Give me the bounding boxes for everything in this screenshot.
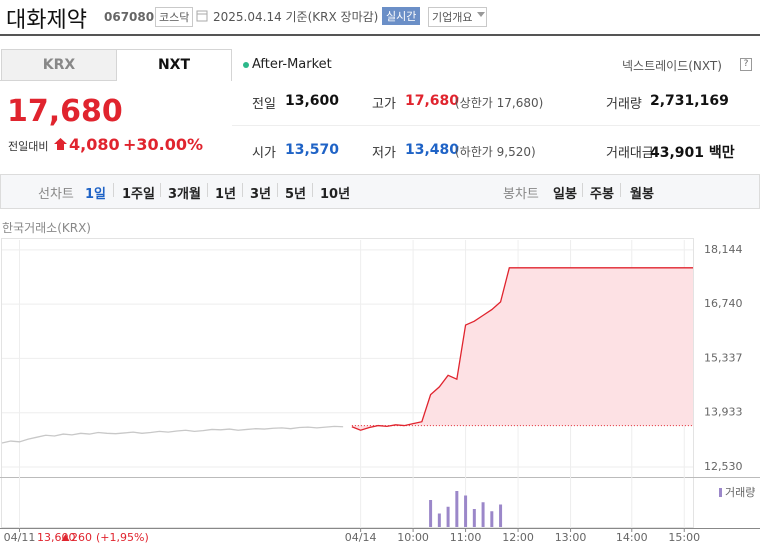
period-button[interactable]: 월봉 [630, 187, 654, 202]
change-rate: +30.00% [123, 135, 204, 154]
period-button[interactable]: 10년 [320, 187, 351, 202]
stat-label: 거래량 [606, 97, 642, 112]
chart: 12,530 13,933 15,337 16,740 18,144 04/11 04/14… [0, 238, 760, 544]
separator [277, 183, 278, 197]
tab-active[interactable]: NXT [116, 49, 232, 81]
price: 17,680 [7, 94, 123, 129]
y-tick-label: 13,933 [704, 406, 743, 419]
separator [620, 183, 621, 197]
price-line [351, 267, 693, 431]
area-fill [351, 267, 693, 431]
dropdown-arrow [477, 12, 485, 17]
period-button[interactable]: 3개월 [168, 187, 201, 202]
separator [312, 183, 313, 197]
calendar-icon [196, 10, 208, 22]
up-triangle [61, 534, 70, 541]
stat-value: 17,680 [405, 93, 460, 109]
separator [582, 183, 583, 197]
realtime-button[interactable]: 실시간 [382, 7, 421, 25]
volume-bar [499, 504, 503, 527]
separator [160, 183, 161, 197]
period-button[interactable]: 1일 [85, 187, 107, 202]
separator [242, 183, 243, 197]
footer-rate: (+1,95%) [96, 531, 149, 544]
x-tick-label: 11:00 [450, 531, 482, 544]
nxt-link[interactable]: 넥스트레이드(NXT) [622, 59, 722, 73]
x-tick-label: 10:00 [397, 531, 429, 544]
volume-bar [481, 502, 485, 527]
tab-rule [0, 80, 116, 81]
stat-label: 고가 [372, 97, 396, 112]
date: 2025.04.14 기준(KRX 장마감) [213, 10, 379, 24]
period-button[interactable]: 1년 [215, 187, 237, 202]
after-market: After-Market [252, 57, 332, 72]
help-icon[interactable]: ? [740, 58, 752, 71]
legend-label: 거래량 [725, 486, 755, 499]
period-bar [0, 174, 760, 209]
period-button[interactable]: 3년 [250, 187, 272, 202]
y-tick-label: 15,337 [704, 351, 743, 364]
volume-bar [437, 513, 441, 527]
stat-label: 시가 [252, 146, 276, 161]
y-tick-label: 18,144 [704, 243, 743, 256]
header-rule [0, 34, 760, 36]
stat-note: (하한가 9,520) [455, 145, 536, 159]
stat-value: 13,480 [405, 142, 460, 158]
status-dot [243, 62, 249, 68]
stat-label: 저가 [372, 146, 396, 161]
stock-code: 067080 [104, 10, 155, 24]
volume-bar [464, 495, 468, 527]
separator [113, 183, 114, 197]
period-button[interactable]: 일봉 [553, 187, 577, 202]
stat-note: (상한가 17,680) [455, 96, 544, 110]
period-button[interactable]: 5년 [285, 187, 307, 202]
x-tick-label: 14:00 [616, 531, 648, 544]
period-button[interactable]: 주봉 [590, 187, 614, 202]
y-tick-label: 12,530 [704, 460, 743, 473]
company-dropdown[interactable]: 기업개요 [428, 7, 488, 27]
y-tick-label: 16,740 [704, 297, 743, 310]
legend-swatch [719, 488, 722, 497]
x-tick-label: 04/11 [4, 531, 36, 544]
stat-label: 거래대금 [606, 146, 654, 161]
x-tick-label: 13:00 [555, 531, 587, 544]
volume-bar [472, 509, 476, 527]
stat-value: 13,570 [285, 142, 340, 158]
stock-name: 대화제약 [6, 8, 87, 33]
volume-bar [446, 506, 450, 527]
period-button[interactable]: 1주일 [122, 187, 155, 202]
volume-bar [429, 500, 433, 527]
stat-value: 13,600 [285, 93, 340, 109]
stat-value: 43,901 백만 [650, 145, 735, 161]
volume-bar [455, 491, 459, 527]
plot-frame [1, 238, 694, 528]
separator [207, 183, 208, 197]
x-tick-label: 12:00 [502, 531, 534, 544]
chart-source: 한국거래소(KRX) [2, 221, 91, 235]
price-line [1, 425, 344, 444]
change-label: 전일대비 [8, 140, 49, 153]
tab[interactable]: KRX [1, 49, 117, 81]
volume-bar [490, 511, 494, 527]
stats-rule [232, 125, 760, 126]
line-chart-label: 선차트 [38, 187, 74, 202]
x-tick-label: 04/14 [345, 531, 377, 544]
up-icon [54, 138, 67, 150]
footer-change: 260 [71, 531, 92, 544]
candle-chart-label: 봉차트 [503, 187, 539, 202]
change: 4,080 [69, 135, 120, 154]
x-tick-label: 15:00 [668, 531, 700, 544]
market-badge: 코스닥 [155, 7, 194, 27]
stat-label: 전일 [252, 97, 276, 112]
stat-value: 2,731,169 [650, 93, 729, 109]
